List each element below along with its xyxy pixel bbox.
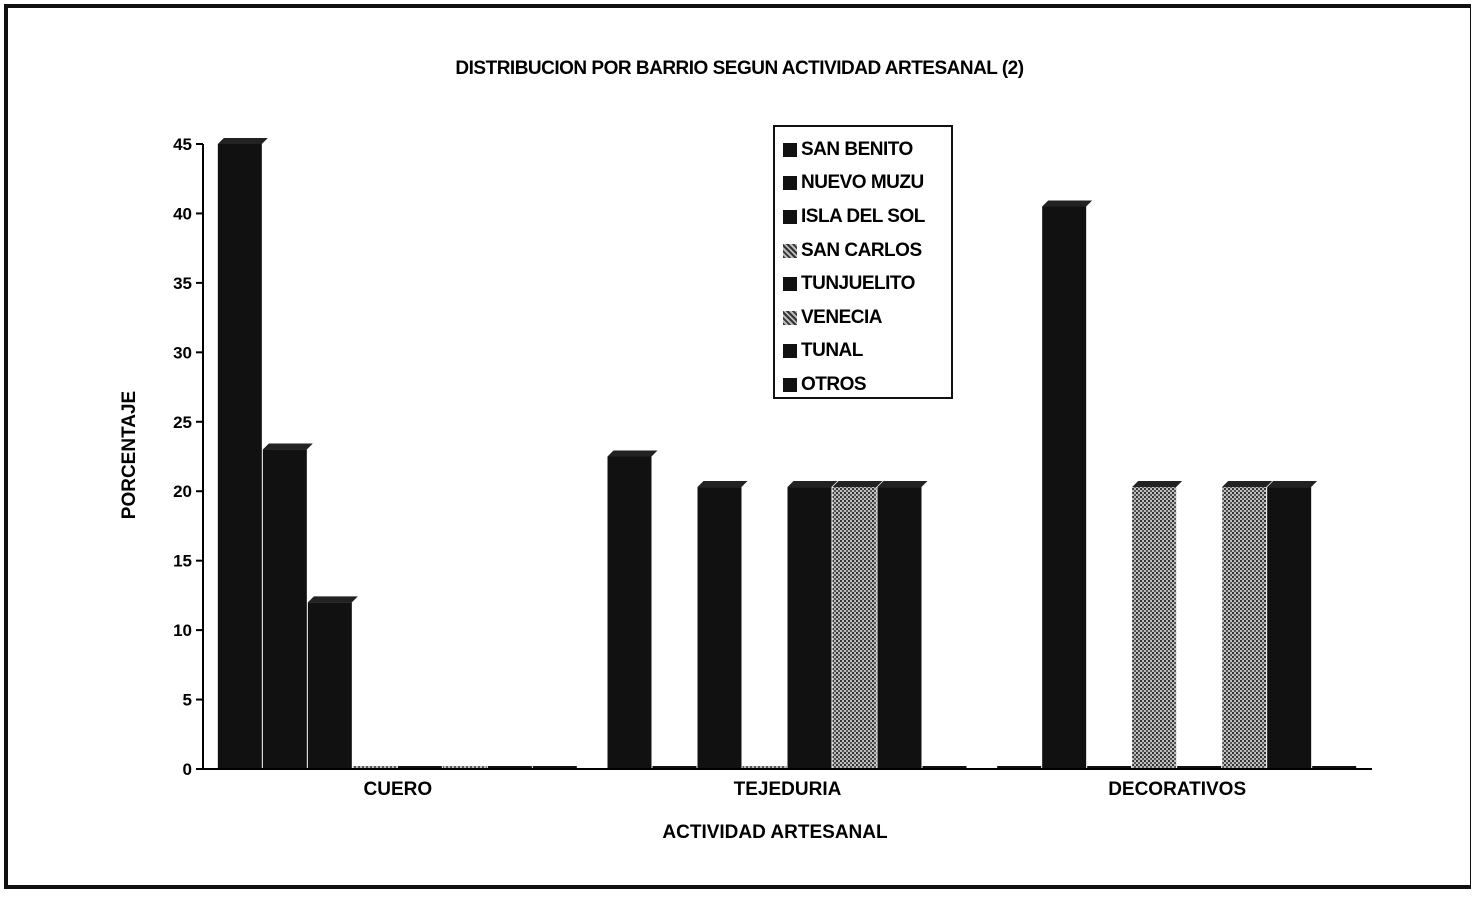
bar-decorativos-nuevo-muzu bbox=[1042, 206, 1087, 769]
x-axis-label: ACTIVIDAD ARTESANAL bbox=[662, 822, 888, 843]
y-tick-label: 15 bbox=[173, 552, 192, 571]
legend-item: TUNJUELITO bbox=[783, 267, 951, 301]
legend-label: VENECIA bbox=[801, 306, 882, 328]
bar-decorativos-tunjuelito bbox=[1177, 766, 1222, 769]
y-tick-label: 0 bbox=[183, 760, 192, 779]
bar-decorativos-san-carlos bbox=[1132, 487, 1177, 769]
x-tick-label: TEJEDURIA bbox=[734, 779, 842, 800]
bar-top bbox=[787, 481, 838, 488]
bar-decorativos-isla-del-sol bbox=[1087, 766, 1132, 769]
legend-label: OTROS bbox=[801, 373, 867, 395]
bar-top bbox=[832, 481, 883, 488]
bar-cuero-tunjuelito bbox=[397, 766, 442, 769]
legend-label: SAN CARLOS bbox=[801, 239, 922, 261]
legend-swatch bbox=[783, 142, 797, 157]
bar-top bbox=[1042, 200, 1093, 207]
bar-decorativos-otros bbox=[1312, 766, 1357, 769]
bar-top bbox=[697, 481, 748, 488]
y-axis-label: PORCENTAJE bbox=[119, 391, 140, 519]
bar-top bbox=[1267, 481, 1318, 488]
legend-swatch bbox=[783, 243, 797, 258]
legend-label: TUNAL bbox=[801, 340, 863, 362]
legend-swatch bbox=[783, 176, 797, 191]
legend-swatch bbox=[783, 377, 797, 392]
bar-tejeduria-san-carlos bbox=[742, 766, 787, 769]
y-tick-label: 45 bbox=[173, 135, 192, 154]
legend-item: VENECIA bbox=[783, 301, 951, 335]
legend-item: OTROS bbox=[783, 368, 951, 402]
legend-label: SAN BENITO bbox=[801, 138, 913, 160]
bar-top bbox=[607, 450, 658, 457]
bar-tejeduria-venecia bbox=[832, 487, 877, 769]
bar-top bbox=[877, 481, 928, 488]
y-tick-label: 35 bbox=[173, 274, 192, 293]
bar-decorativos-venecia bbox=[1222, 487, 1267, 769]
y-tick-label: 25 bbox=[173, 413, 192, 432]
bar-cuero-isla-del-sol bbox=[307, 602, 352, 769]
legend-item: SAN CARLOS bbox=[783, 234, 951, 268]
bar-top bbox=[217, 138, 268, 144]
bar-cuero-otros bbox=[532, 766, 577, 769]
legend-label: NUEVO MUZU bbox=[801, 172, 924, 194]
bar-cuero-san-benito bbox=[217, 144, 262, 769]
x-tick-label: DECORATIVOS bbox=[1108, 779, 1246, 800]
legend-item: SAN BENITO bbox=[783, 133, 951, 167]
bar-tejeduria-san-benito bbox=[607, 456, 652, 769]
y-tick-label: 20 bbox=[173, 482, 192, 501]
y-tick-label: 30 bbox=[173, 343, 192, 362]
legend-item: ISLA DEL SOL bbox=[783, 200, 951, 234]
bar-cuero-tunal bbox=[487, 766, 532, 769]
bar-top bbox=[307, 596, 358, 603]
bar-cuero-venecia bbox=[442, 766, 487, 769]
bar-decorativos-tunal bbox=[1267, 487, 1312, 769]
bar-top bbox=[1132, 481, 1183, 488]
legend-swatch bbox=[783, 344, 797, 359]
legend-item: NUEVO MUZU bbox=[783, 167, 951, 201]
x-tick-label: CUERO bbox=[364, 779, 433, 800]
bar-decorativos-san-benito bbox=[997, 766, 1042, 769]
bar-tejeduria-isla-del-sol bbox=[697, 487, 742, 769]
legend-label: TUNJUELITO bbox=[801, 273, 915, 295]
bar-tejeduria-tunal bbox=[877, 487, 922, 769]
bar-top bbox=[262, 443, 313, 450]
chart-title: DISTRIBUCION POR BARRIO SEGUN ACTIVIDAD … bbox=[455, 58, 1024, 79]
bar-cuero-san-carlos bbox=[352, 766, 397, 769]
bar-tejeduria-nuevo-muzu bbox=[652, 766, 697, 769]
y-tick-label: 10 bbox=[173, 621, 192, 640]
bar-tejeduria-tunjuelito bbox=[787, 487, 832, 769]
bar-tejeduria-otros bbox=[922, 766, 967, 769]
legend-swatch bbox=[783, 209, 797, 224]
y-tick-label: 5 bbox=[183, 691, 192, 710]
legend-label: ISLA DEL SOL bbox=[801, 205, 925, 227]
legend-swatch bbox=[783, 310, 797, 325]
bar-top bbox=[1222, 481, 1273, 488]
chart-frame bbox=[4, 4, 1471, 889]
legend-item: TUNAL bbox=[783, 335, 951, 369]
legend: SAN BENITO NUEVO MUZU ISLA DEL SOL SAN CARL… bbox=[773, 125, 953, 399]
y-tick-label: 40 bbox=[173, 204, 192, 223]
legend-swatch bbox=[783, 277, 797, 292]
bar-cuero-nuevo-muzu bbox=[262, 449, 307, 769]
